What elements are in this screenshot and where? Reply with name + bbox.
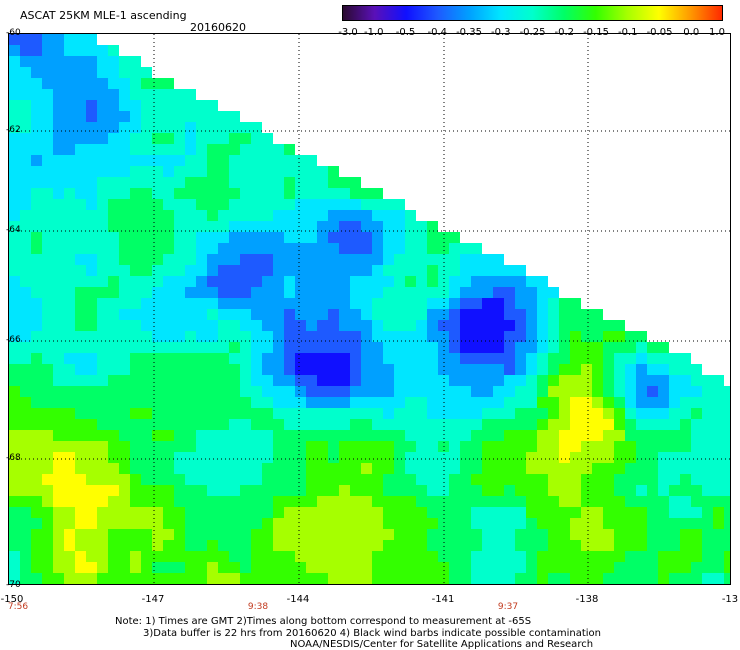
color-scale-tick-label: -0.05 bbox=[646, 27, 673, 38]
lon-label: -13 bbox=[721, 594, 739, 605]
color-scale-tick-label: 0.0 bbox=[683, 27, 700, 38]
map-panel bbox=[8, 33, 731, 585]
pass-time-label: 9:38 bbox=[247, 602, 269, 612]
lat-label: -70 bbox=[6, 580, 21, 590]
product-date: 20160620 bbox=[190, 21, 246, 34]
color-scale-tick-label: -0.4 bbox=[427, 27, 448, 38]
lon-label: -147 bbox=[141, 594, 165, 605]
color-scale-tick-label: -0.25 bbox=[519, 27, 546, 38]
lat-label: -64 bbox=[6, 225, 21, 235]
color-scale-tick-label: -0.35 bbox=[456, 27, 482, 38]
color-scale-tick-label: -0.1 bbox=[617, 27, 638, 38]
color-scale-tick-label: 1.0 bbox=[709, 27, 725, 38]
lat-label: -66 bbox=[6, 335, 21, 345]
color-scale-tick-label: -1.0 bbox=[363, 27, 384, 38]
pass-time-label: 7:56 bbox=[7, 602, 29, 612]
lat-label: -62 bbox=[6, 125, 21, 135]
footnote-line-2: 3)Data buffer is 22 hrs from 20160620 4)… bbox=[143, 628, 601, 639]
lon-label: -144 bbox=[286, 594, 310, 605]
color-scale-tick-label: -0.5 bbox=[395, 27, 416, 38]
lon-label: -138 bbox=[575, 594, 599, 605]
product-title: ASCAT 25KM MLE-1 ascending bbox=[20, 9, 187, 22]
color-scale-bar bbox=[342, 5, 723, 21]
color-scale-tick-label: -0.15 bbox=[583, 27, 609, 38]
graticule-lines bbox=[9, 34, 730, 584]
scatterometer-map bbox=[9, 34, 730, 584]
footnote-line-1: Note: 1) Times are GMT 2)Times along bot… bbox=[115, 616, 532, 627]
wind-field-cells bbox=[9, 34, 730, 584]
color-scale-tick-label: -0.3 bbox=[490, 27, 511, 38]
lat-label: -68 bbox=[6, 453, 21, 463]
color-scale-tick-label: -3.0 bbox=[338, 27, 358, 38]
lon-label: -141 bbox=[431, 594, 455, 605]
credit-line: NOAA/NESDIS/Center for Satellite Applica… bbox=[290, 639, 594, 650]
pass-time-label: 9:37 bbox=[497, 602, 519, 612]
color-scale-tick-label: -0.2 bbox=[554, 27, 575, 38]
lon-label: -150 bbox=[0, 594, 24, 605]
lat-label: -60 bbox=[6, 28, 21, 38]
